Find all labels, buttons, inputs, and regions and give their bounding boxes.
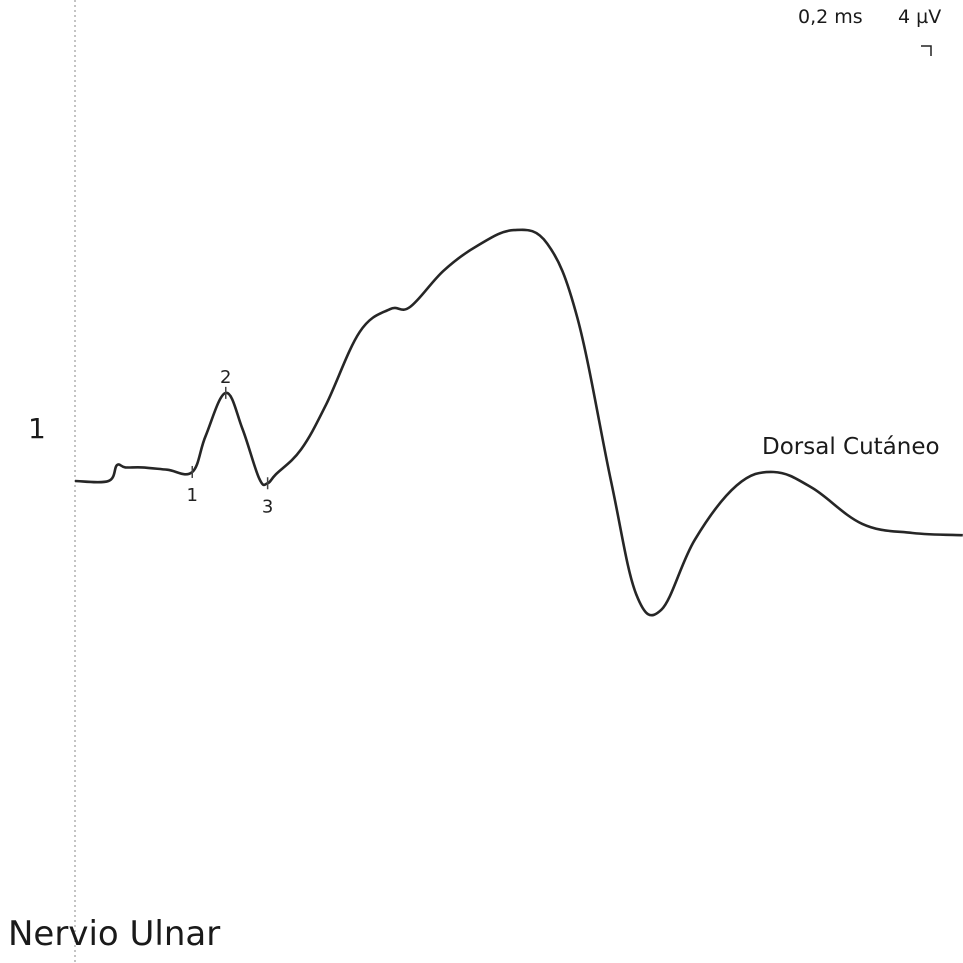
channel-number: 1	[28, 412, 46, 445]
marker-label-2: 2	[220, 367, 231, 388]
marker-label-3: 3	[262, 496, 273, 517]
trace-line-1	[74, 228, 963, 617]
marker-label-1: 1	[187, 485, 198, 506]
time-scale-label: 0,2 ms	[798, 6, 863, 28]
trace-label: Dorsal Cutáneo	[762, 434, 940, 460]
scale-bar-icon	[921, 45, 932, 56]
nerve-title: Nervio Ulnar	[8, 914, 221, 954]
amplitude-scale-label: 4 µV	[898, 6, 942, 28]
